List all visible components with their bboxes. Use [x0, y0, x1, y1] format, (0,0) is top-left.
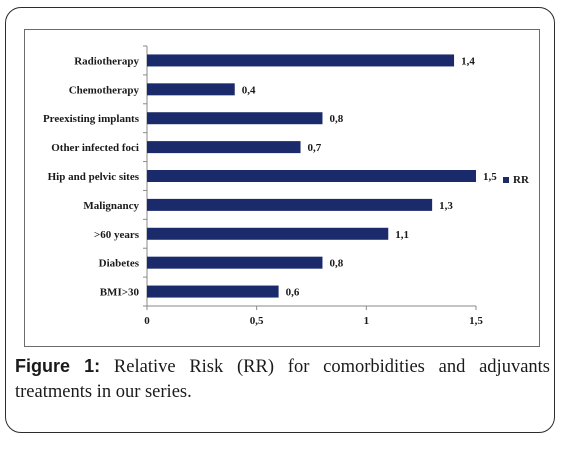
data-label: 0,8: [329, 113, 343, 125]
category-label: Malignancy: [83, 200, 139, 212]
bar: [147, 256, 323, 269]
chart-area: 0 0,5 1 1,5 Radiotherapy 1,4 Chemotherapy 0,4 Pr…: [24, 29, 540, 347]
legend-label: RR: [513, 174, 530, 186]
legend-swatch: [503, 177, 509, 183]
caption-text: Relative Risk (RR) for comorbidities and…: [15, 357, 550, 402]
x-tick-label: 0,5: [250, 315, 264, 327]
x-tick-label: 1: [364, 315, 370, 327]
data-label: 1,5: [483, 171, 497, 183]
category-label: BMI>30: [100, 287, 140, 299]
data-label: 1,4: [461, 55, 475, 67]
bar: [147, 112, 323, 125]
bar: [147, 285, 279, 298]
figure-caption: Figure 1: Relative Risk (RR) for comorbi…: [15, 354, 550, 405]
x-tick-label: 1,5: [469, 315, 483, 327]
data-label: 0,7: [308, 142, 322, 154]
category-label: Hip and pelvic sites: [48, 171, 140, 183]
data-label: 0,8: [329, 258, 343, 270]
data-label: 0,4: [242, 84, 256, 96]
bar: [147, 170, 476, 182]
bar: [147, 141, 301, 154]
x-tick-label: 0: [144, 315, 150, 327]
figure-label: Figure 1:: [15, 356, 101, 376]
category-label: Other infected foci: [51, 142, 139, 154]
category-label: >60 years: [94, 229, 140, 241]
bar: [147, 83, 235, 96]
bar-chart: 0 0,5 1 1,5 Radiotherapy 1,4 Chemotherapy 0,4 Pr…: [43, 45, 530, 327]
bar: [147, 198, 433, 211]
bar: [147, 54, 455, 67]
data-label: 1,1: [395, 229, 409, 241]
category-label: Diabetes: [99, 258, 140, 270]
category-label: Chemotherapy: [69, 84, 140, 96]
data-label: 1,3: [439, 200, 453, 212]
category-label: Preexisting implants: [43, 113, 140, 125]
bar: [147, 227, 389, 240]
category-label: Radiotherapy: [74, 55, 139, 67]
data-label: 0,6: [286, 287, 300, 299]
